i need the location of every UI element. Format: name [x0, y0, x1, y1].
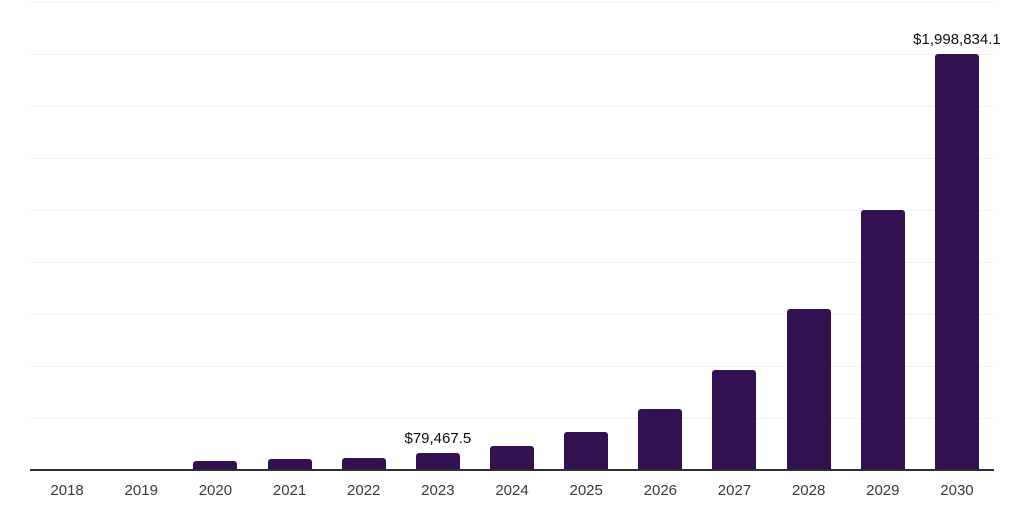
- x-axis-label-2019: 2019: [124, 482, 158, 499]
- bars-container: $79,467.5 $1,998,834.1: [30, 2, 1001, 470]
- bar-2026: [638, 409, 683, 470]
- x-axis-label-2021: 2021: [272, 482, 307, 499]
- bar-group: [327, 2, 401, 470]
- bar-group: [104, 2, 178, 470]
- gridline: [30, 418, 994, 419]
- bar-group: [549, 2, 623, 470]
- x-axis-label-2024: 2024: [495, 482, 529, 499]
- x-axis-label-2025: 2025: [569, 482, 603, 499]
- bar-2030: $1,998,834.1: [913, 32, 1001, 470]
- bar-2021: [267, 459, 312, 470]
- bar-2028: [786, 309, 831, 470]
- bar-group: [623, 2, 697, 470]
- x-axis: 2018 2019 2020 2021 2022 2023 2024 2025 2026 2027…: [30, 483, 994, 498]
- gridline: [30, 366, 994, 367]
- gridline: [30, 262, 994, 263]
- x-axis-label-2023: 2023: [421, 482, 455, 499]
- bar-2025: [564, 432, 609, 470]
- gridline: [30, 106, 994, 107]
- x-axis-label-2020: 2020: [198, 482, 233, 499]
- gridline: [30, 2, 994, 3]
- bar-2020: [193, 461, 238, 470]
- x-axis-line: [30, 469, 994, 471]
- bar-group: [30, 2, 104, 470]
- bar-group: [697, 2, 771, 470]
- bar-2027: [712, 370, 757, 470]
- gridline: [30, 314, 994, 315]
- bar-group: $1,998,834.1: [913, 2, 1001, 470]
- plot-area: $79,467.5 $1,998,834.1: [30, 2, 1001, 470]
- gridline: [30, 158, 994, 159]
- x-axis-label-2018: 2018: [50, 482, 84, 499]
- bar-group: [475, 2, 549, 470]
- bar-2022: [341, 458, 386, 470]
- bar-group: $79,467.5: [401, 2, 475, 470]
- bar-value-label: $79,467.5: [404, 430, 472, 447]
- bar-value-label: $1,998,834.1: [913, 31, 1001, 48]
- x-axis-label-2028: 2028: [791, 482, 826, 499]
- bar-group: [772, 2, 846, 470]
- x-axis-label-2030: 2030: [940, 482, 974, 499]
- bar-2023: $79,467.5: [404, 431, 471, 470]
- bar-2029: [860, 210, 905, 470]
- bar-2024: [490, 446, 535, 470]
- x-axis-label-2029: 2029: [866, 482, 900, 499]
- gridline: [30, 54, 994, 55]
- bar-group: [252, 2, 326, 470]
- bar-group: [178, 2, 252, 470]
- bar-group: [846, 2, 920, 470]
- gridline: [30, 210, 994, 211]
- x-axis-label-2026: 2026: [643, 482, 678, 499]
- x-axis-label-2022: 2022: [347, 482, 381, 499]
- x-axis-label-2027: 2027: [717, 482, 752, 499]
